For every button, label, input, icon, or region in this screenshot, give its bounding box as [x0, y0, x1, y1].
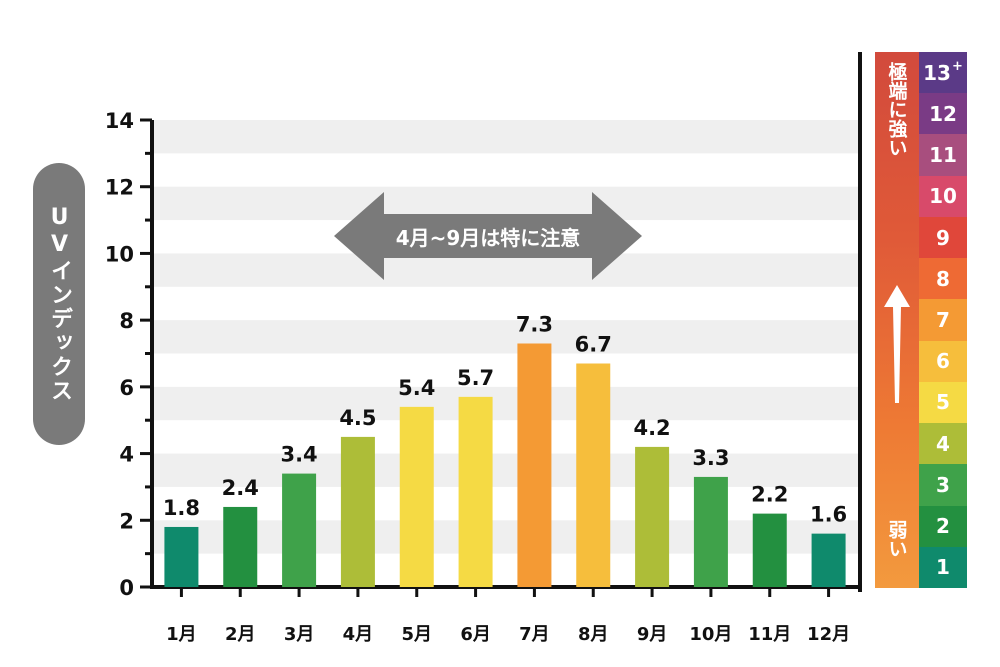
x-tick-label: 1月	[166, 624, 197, 645]
bar	[635, 446, 670, 587]
grid-band	[152, 386, 858, 421]
uv-level-2: 2	[919, 505, 967, 547]
caution-text: 4月~9月は特に注意	[395, 225, 581, 250]
uv-level-5: 5	[919, 381, 967, 424]
x-tick-label: 2月	[225, 624, 256, 645]
uv-level-label: 12	[929, 101, 957, 126]
uv-level-label: 8	[936, 266, 950, 291]
data-label: 5.4	[398, 376, 435, 400]
bar	[340, 436, 375, 587]
uv-level-1: 1	[919, 546, 967, 588]
y-tick-label: 12	[105, 176, 134, 200]
grid-band	[152, 120, 858, 154]
data-label: 3.4	[280, 443, 317, 467]
y-tick-label: 0	[119, 576, 134, 600]
y-tick-label: 10	[105, 242, 134, 266]
uv-level-4: 4	[919, 423, 967, 465]
y-tick-label: 4	[119, 443, 134, 467]
y-tick-label: 2	[119, 509, 134, 533]
uv-level-9: 9	[919, 216, 967, 259]
bar	[282, 473, 317, 587]
data-label: 2.2	[751, 483, 788, 507]
data-label: 2.4	[222, 476, 259, 500]
y-tick-label: 6	[119, 376, 134, 400]
data-label: 5.7	[457, 366, 494, 390]
data-label: 7.3	[516, 312, 553, 336]
grid-band	[152, 320, 858, 354]
uv-level-3: 3	[919, 464, 967, 506]
uv-level-label: 10	[929, 184, 957, 209]
uv-level-6: 6	[919, 340, 967, 382]
x-tick-label: 5月	[401, 624, 432, 645]
x-tick-label: 11月	[748, 624, 791, 645]
uv-level-label: 11	[929, 143, 957, 168]
bar	[693, 476, 728, 587]
uv-level-label: 9	[936, 225, 950, 250]
uv-level-10: 10	[919, 175, 967, 217]
y-axis-title-pill: UVインデックス	[33, 163, 85, 445]
bar	[576, 363, 611, 587]
data-label: 4.5	[339, 406, 376, 430]
uv-level-13: 13 +	[919, 52, 967, 94]
uv-level-12: 12	[919, 93, 967, 135]
uv-level-label: 6	[936, 349, 950, 374]
y-tick-label: 8	[119, 309, 134, 333]
x-tick-label: 6月	[460, 624, 491, 645]
grid-band	[152, 520, 858, 554]
uv-level-11: 11	[919, 134, 967, 176]
bar	[164, 526, 199, 587]
x-tick-label: 8月	[578, 624, 609, 645]
grid-band	[152, 253, 858, 287]
x-tick-label: 4月	[343, 624, 374, 645]
uv-level-8: 8	[919, 258, 967, 300]
data-label: 3.3	[692, 446, 729, 470]
bar	[223, 506, 258, 587]
uv-level-plus: +	[951, 59, 963, 75]
uv-level-label: 3	[936, 472, 950, 497]
y-axis-title: UVインデックス	[47, 205, 72, 403]
bar	[752, 513, 787, 587]
data-label: 6.7	[575, 333, 612, 357]
weak-label: 弱い	[885, 520, 908, 558]
x-tick-label: 3月	[284, 624, 315, 645]
uv-level-label: 4	[936, 431, 950, 456]
bar	[517, 343, 552, 587]
x-tick-label: 9月	[637, 624, 668, 645]
x-tick-label: 7月	[519, 624, 550, 645]
uv-level-label: 13	[923, 60, 951, 85]
data-label: 1.6	[810, 503, 847, 527]
data-label: 4.2	[633, 416, 670, 440]
x-tick-label: 10月	[689, 624, 732, 645]
caution-arrow-banner	[334, 192, 642, 280]
uv-level-7: 7	[919, 299, 967, 341]
bar	[399, 406, 434, 587]
uv-level-label: 2	[936, 514, 950, 539]
grid-band	[152, 453, 858, 487]
strong-label: 極端に強い	[885, 62, 908, 157]
x-tick-label: 12月	[807, 624, 850, 645]
uv-level-label: 7	[936, 307, 950, 332]
y-tick-label: 14	[105, 109, 134, 133]
data-label: 1.8	[163, 496, 200, 520]
uv-level-label: 1	[936, 555, 950, 580]
up-arrow-icon	[884, 285, 910, 403]
uv-level-label: 5	[936, 390, 950, 415]
bar	[458, 396, 493, 587]
uv-scale-legend: 13 +12 11 10 9 8 7 6 5 4 3 2 1	[919, 52, 967, 588]
bar	[811, 533, 846, 587]
